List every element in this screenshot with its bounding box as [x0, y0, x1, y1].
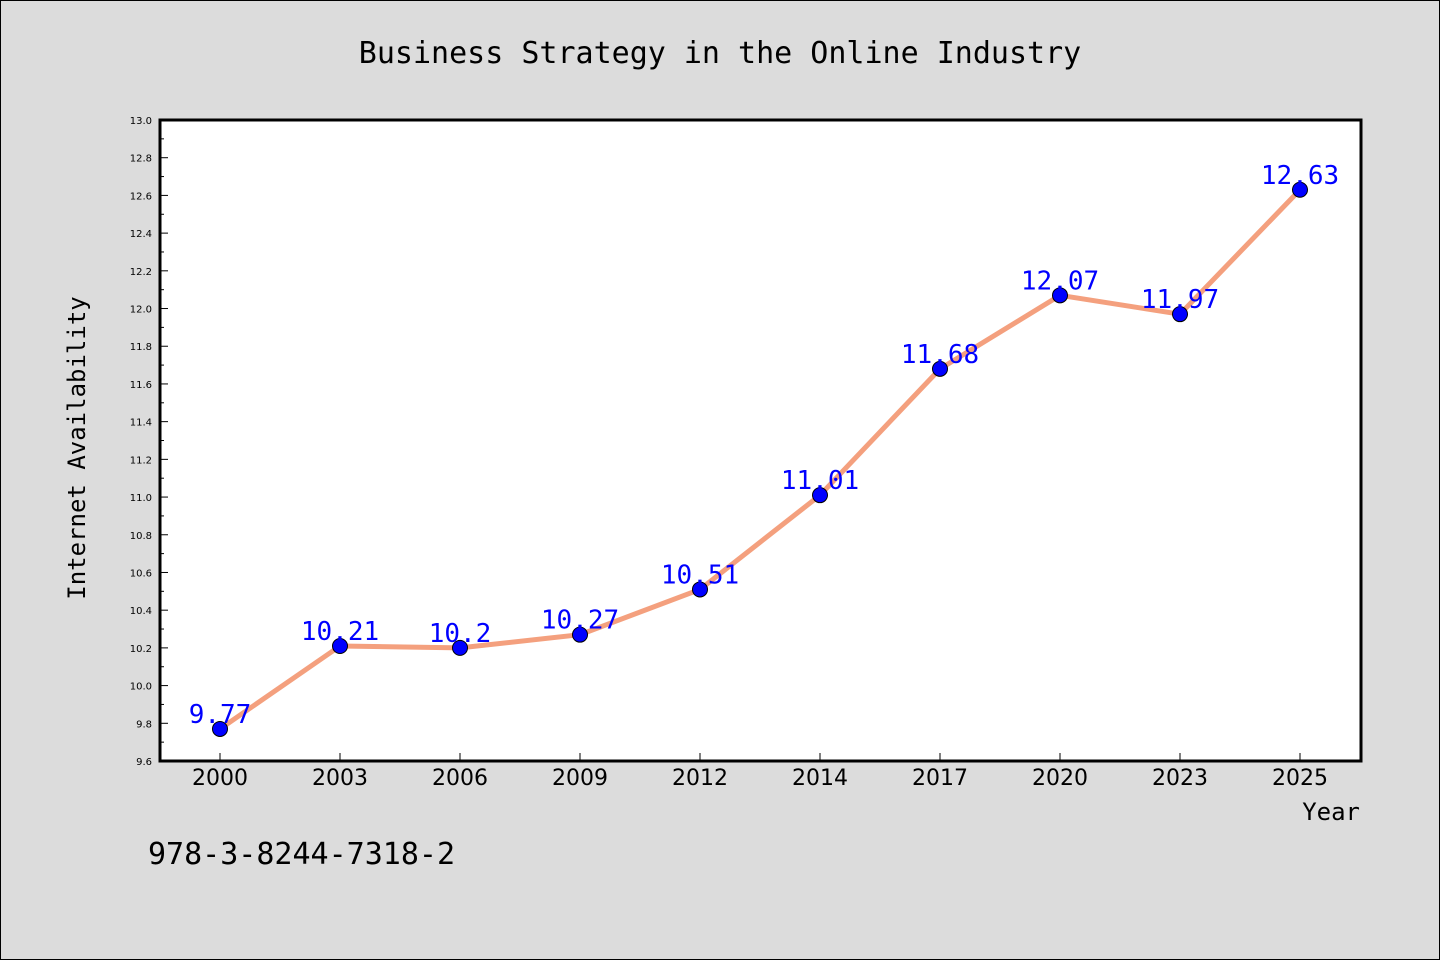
x-tick-label: 2009 — [552, 766, 608, 791]
data-point — [812, 487, 828, 504]
data-label: 10.2 — [429, 619, 492, 649]
y-tick-label: 10.2 — [130, 644, 152, 655]
x-tick-label: 2017 — [912, 766, 968, 791]
data-label: 10.27 — [541, 606, 619, 636]
y-tick-label: 9.8 — [136, 719, 152, 730]
data-label: 11.68 — [901, 340, 979, 370]
y-tick-label: 10.0 — [130, 682, 152, 693]
y-tick-label: 12.4 — [130, 229, 152, 240]
x-tick-label: 2014 — [792, 766, 848, 791]
x-tick-label: 2003 — [312, 766, 368, 791]
y-tick-label: 12.6 — [130, 191, 152, 202]
y-tick-label: 12.8 — [130, 154, 152, 165]
x-axis-label: Year — [1302, 798, 1360, 826]
data-label: 10.21 — [301, 617, 379, 647]
data-point — [692, 581, 708, 598]
data-label: 9.77 — [189, 700, 252, 730]
x-tick-label: 2020 — [1032, 766, 1088, 791]
y-tick-label: 11.0 — [130, 493, 152, 504]
y-tick-label: 13.0 — [130, 116, 152, 127]
y-tick-label: 11.4 — [130, 418, 152, 429]
y-tick-label: 11.8 — [130, 342, 152, 353]
y-axis-label: Internet Availability — [63, 296, 91, 599]
x-tick-label: 2023 — [1152, 766, 1208, 791]
y-tick-label: 10.4 — [130, 606, 152, 617]
x-tick-label: 2000 — [192, 766, 248, 791]
data-point — [1052, 287, 1068, 304]
x-tick-label: 2006 — [432, 766, 488, 791]
data-point — [932, 360, 948, 377]
data-label: 11.01 — [781, 466, 859, 496]
x-tick-label: 2012 — [672, 766, 728, 791]
y-tick-label: 12.2 — [130, 267, 152, 278]
y-tick-label: 11.6 — [130, 380, 152, 391]
series-polyline — [218, 188, 1302, 732]
data-point — [1292, 181, 1308, 198]
y-tick-label: 10.6 — [130, 568, 152, 579]
data-point — [212, 720, 228, 737]
x-tick-label: 2025 — [1272, 766, 1328, 791]
data-labels: 9.77 10.21 10.2 10.27 10.51 11.01 11.68 12.07 11… — [189, 161, 1339, 730]
y-tick-label: 9.6 — [136, 757, 152, 768]
data-label: 12.07 — [1021, 266, 1099, 296]
x-axis: 2000 2003 2006 2009 2012 2014 2017 2020 2023 2025 — [192, 753, 1328, 791]
data-label: 10.51 — [661, 560, 739, 590]
data-point — [452, 639, 468, 656]
series-line — [218, 188, 1302, 732]
isbn-text: 978-3-8244-7318-2 — [148, 837, 455, 872]
data-point — [1172, 306, 1188, 323]
y-tick-label: 12.0 — [130, 305, 152, 316]
data-point — [572, 626, 588, 643]
data-points — [212, 181, 1308, 737]
data-point — [332, 637, 348, 654]
y-axis: 9.6 9.8 10.0 10.2 10.4 10.6 10.8 11.0 11.2 11.4 11… — [130, 116, 168, 768]
y-tick-label: 11.2 — [130, 455, 152, 466]
data-label: 11.97 — [1141, 285, 1219, 315]
chart-title: Business Strategy in the Online Industry — [359, 36, 1081, 71]
data-label: 12.63 — [1261, 161, 1339, 191]
y-tick-label: 10.8 — [130, 531, 152, 542]
plot-area — [158, 118, 1363, 763]
